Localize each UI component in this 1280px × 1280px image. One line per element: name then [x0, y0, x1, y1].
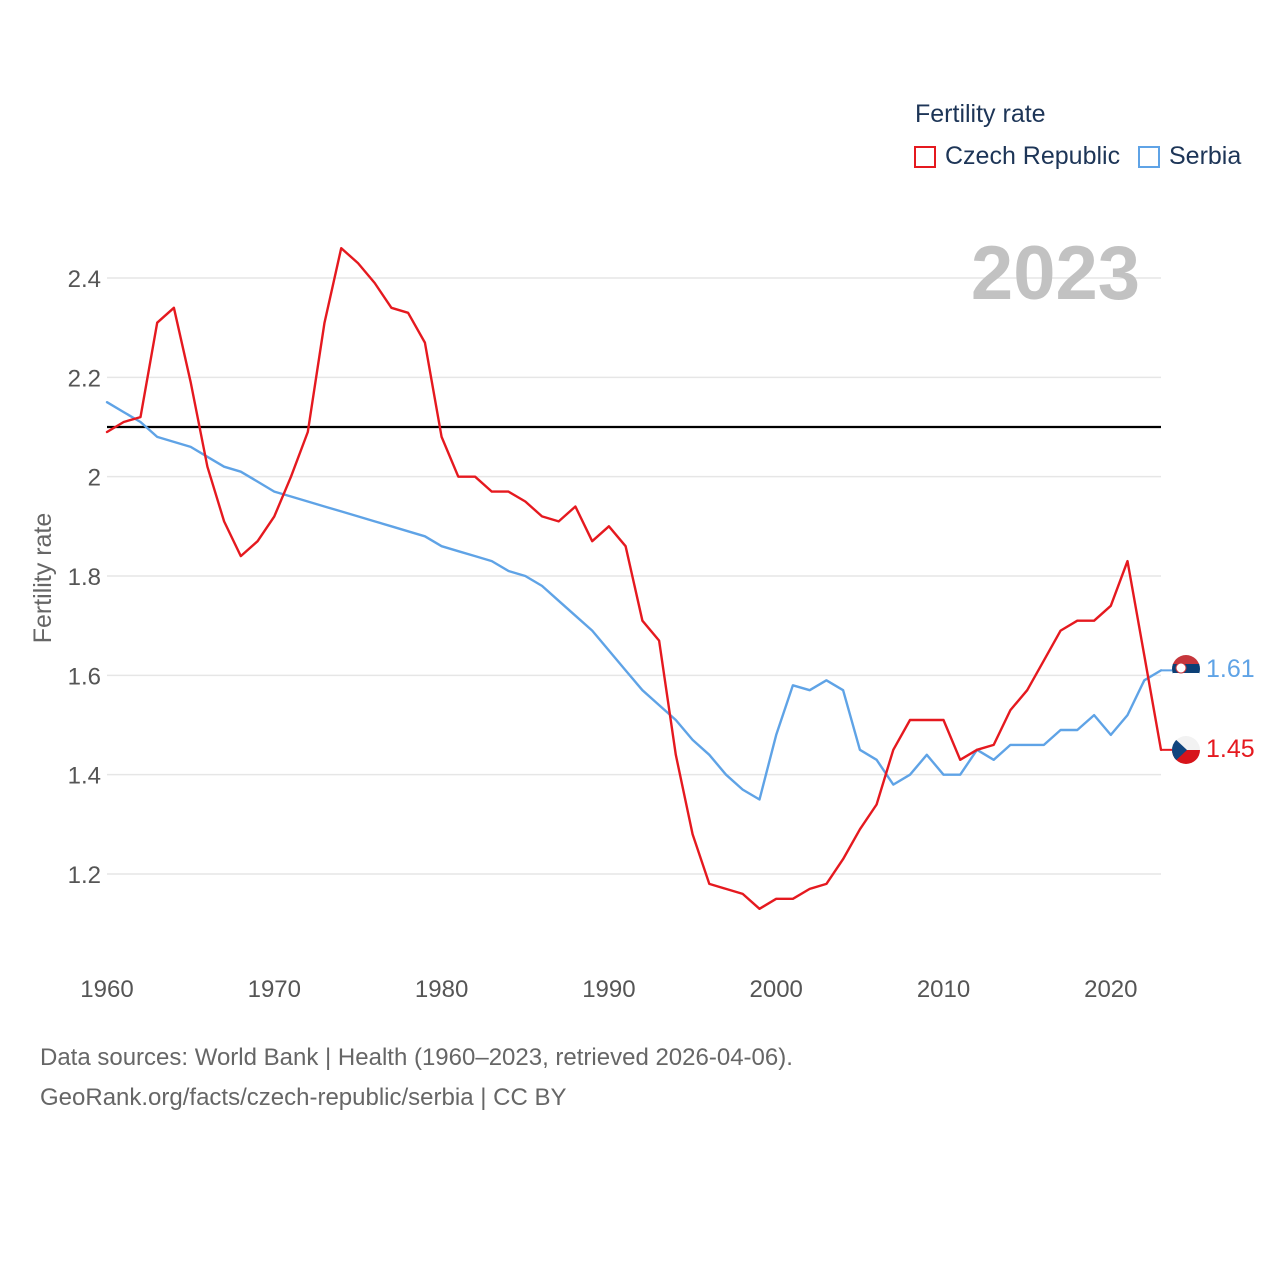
legend-title: Fertility rate [915, 100, 1046, 128]
y-tick-label: 1.8 [68, 564, 101, 591]
y-tick-label: 1.4 [68, 763, 101, 790]
x-tick-label: 1970 [248, 976, 301, 1003]
current-year-label: 2023 [971, 231, 1140, 316]
x-tick-label: 2010 [917, 976, 970, 1003]
y-tick-label: 2.2 [68, 365, 101, 392]
legend-label: Czech Republic [945, 142, 1121, 170]
serbia-end-value: 1.61 [1206, 655, 1255, 683]
y-axis-label: Fertility rate [29, 513, 57, 644]
czech-flag-icon [1172, 736, 1200, 764]
x-tick-label: 1960 [80, 976, 133, 1003]
legend-swatch-czech-republic [914, 145, 936, 168]
source-line: Data sources: World Bank | Health (1960–… [40, 1044, 793, 1071]
series-line-serbia [105, 401, 1163, 801]
series-line-czech-republic [105, 246, 1163, 910]
y-tick-label: 1.2 [68, 862, 101, 889]
legend-item-serbia[interactable]: Serbia [1138, 142, 1241, 171]
czech-end-value: 1.45 [1206, 735, 1255, 763]
y-tick-label: 2.4 [68, 266, 101, 293]
x-axis-ticks: 1960 1970 1980 1990 2000 2010 2020 [80, 976, 1137, 1003]
series-lines [105, 246, 1172, 910]
attribution-line: GeoRank.org/facts/czech-republic/serbia … [40, 1084, 567, 1111]
legend-label: Serbia [1169, 142, 1242, 170]
end-markers: 1.61 1.45 [1172, 655, 1255, 764]
y-axis-ticks: 1.2 1.4 1.6 1.8 2 2.2 2.4 [68, 266, 101, 889]
x-tick-label: 1980 [415, 976, 468, 1003]
legend-swatch-serbia [1138, 145, 1160, 168]
y-tick-label: 2 [88, 465, 101, 492]
serbia-flag-icon [1172, 655, 1200, 683]
grid-lines [107, 277, 1161, 875]
legend-item-czech-republic[interactable]: Czech Republic [914, 142, 1120, 171]
y-tick-label: 1.6 [68, 663, 101, 690]
x-tick-label: 1990 [582, 976, 635, 1003]
x-tick-label: 2020 [1084, 976, 1137, 1003]
x-tick-label: 2000 [750, 976, 803, 1003]
